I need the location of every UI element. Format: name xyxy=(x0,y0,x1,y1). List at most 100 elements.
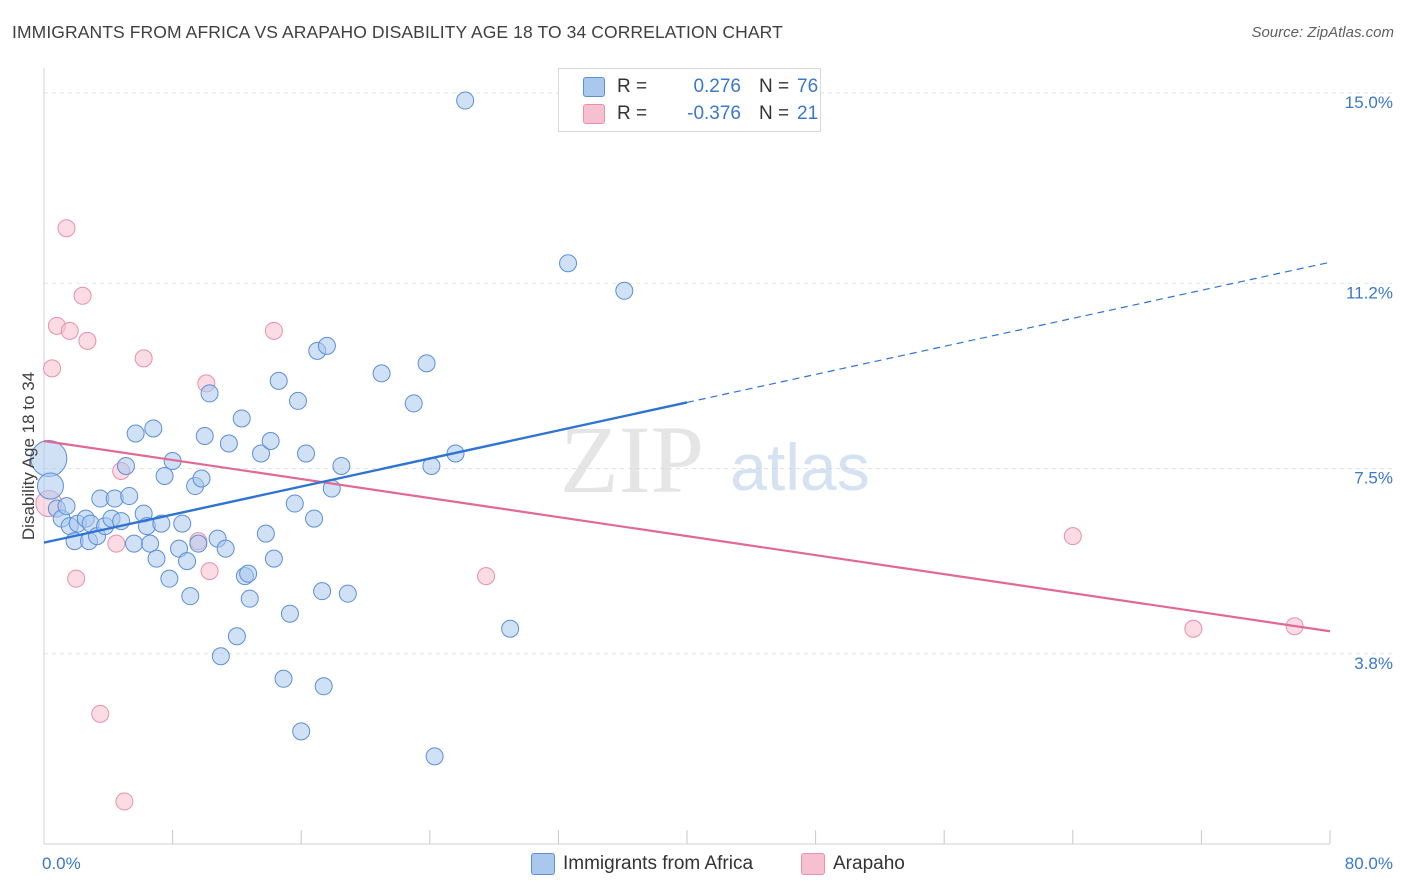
africa-point xyxy=(57,497,76,516)
africa-point xyxy=(125,534,144,553)
africa-point xyxy=(181,587,200,606)
arapaho-point xyxy=(134,349,153,368)
africa-point xyxy=(317,336,336,355)
africa-point xyxy=(280,604,299,623)
africa-point xyxy=(313,582,332,601)
arapaho-point xyxy=(67,569,86,588)
trend-line-arapaho xyxy=(43,439,1331,633)
arapaho-point xyxy=(107,534,126,553)
legend-label-arapaho: Arapaho xyxy=(833,853,905,874)
africa-point xyxy=(372,364,391,383)
africa-point xyxy=(456,91,475,110)
series-africa-points xyxy=(30,91,634,766)
africa-point xyxy=(292,722,311,741)
legend-swatch-arapaho xyxy=(583,104,605,124)
tick-labels: 3.8% 7.5% 11.2% 15.0% 0.0% 80.0% xyxy=(42,93,1393,873)
africa-point xyxy=(240,589,259,608)
legend-swatch-africa xyxy=(531,853,555,875)
legend-r-label: R = xyxy=(617,103,648,124)
africa-point xyxy=(305,509,324,528)
africa-point xyxy=(155,467,174,486)
x-tick-label: 80.0% xyxy=(1345,854,1393,873)
arapaho-point xyxy=(43,359,62,378)
legend-n-label: N = xyxy=(759,103,790,124)
africa-point xyxy=(297,444,316,463)
trend-line-africa xyxy=(43,401,688,544)
africa-point xyxy=(559,254,578,273)
watermark-atlas: atlas xyxy=(730,430,869,504)
africa-point xyxy=(147,549,166,568)
africa-point xyxy=(417,354,436,373)
y-tick-label: 15.0% xyxy=(1345,93,1393,112)
africa-point xyxy=(615,281,634,300)
legend-n-value: 76 xyxy=(797,76,819,97)
arapaho-point xyxy=(57,219,76,238)
y-tick-label: 7.5% xyxy=(1354,469,1393,488)
africa-point xyxy=(178,552,197,571)
y-tick-label: 3.8% xyxy=(1354,654,1393,673)
arapaho-point xyxy=(1184,619,1203,638)
africa-point xyxy=(173,514,192,533)
africa-point xyxy=(200,384,219,403)
africa-point xyxy=(269,371,288,390)
africa-point xyxy=(216,539,235,558)
africa-point xyxy=(211,647,230,666)
grid-lines xyxy=(44,92,1392,655)
africa-point xyxy=(227,627,246,646)
africa-point xyxy=(160,569,179,588)
africa-point xyxy=(404,394,423,413)
africa-point xyxy=(36,472,64,500)
arapaho-point xyxy=(91,704,110,723)
watermark-zip: ZIP xyxy=(560,406,704,513)
legend-r-value: -0.376 xyxy=(687,103,741,124)
series-arapaho-points xyxy=(35,219,1304,811)
africa-point xyxy=(195,426,214,445)
africa-point xyxy=(141,534,160,553)
africa-point xyxy=(288,391,307,410)
africa-point xyxy=(116,457,135,476)
africa-point xyxy=(219,434,238,453)
trend-line-africa-extension xyxy=(686,261,1331,404)
x-tick-label: 0.0% xyxy=(42,854,81,873)
africa-point xyxy=(120,487,139,506)
africa-point xyxy=(252,444,271,463)
africa-point xyxy=(338,584,357,603)
africa-point xyxy=(264,549,283,568)
legend-swatch-arapaho xyxy=(801,853,825,875)
africa-point xyxy=(232,409,251,428)
africa-point xyxy=(126,424,145,443)
arapaho-point xyxy=(1063,527,1082,546)
africa-point xyxy=(501,619,520,638)
africa-point xyxy=(274,669,293,688)
y-tick-label: 11.2% xyxy=(1346,283,1393,302)
legend-n-value: 21 xyxy=(797,103,819,124)
africa-point xyxy=(314,677,333,696)
legend-n-label: N = xyxy=(759,76,790,97)
arapaho-point xyxy=(78,331,97,350)
y-axis-label: Disability Age 18 to 34 xyxy=(19,372,38,540)
africa-point xyxy=(332,457,351,476)
watermark: ZIP atlas xyxy=(560,406,870,513)
chart-title: IMMIGRANTS FROM AFRICA VS ARAPAHO DISABI… xyxy=(12,22,783,42)
source-attribution: Source: ZipAtlas.com xyxy=(1251,24,1394,41)
arapaho-point xyxy=(200,562,219,581)
africa-point xyxy=(144,419,163,438)
africa-point xyxy=(152,514,171,533)
africa-point xyxy=(192,469,211,488)
africa-point xyxy=(256,524,275,543)
arapaho-point xyxy=(73,286,92,305)
arapaho-point xyxy=(264,321,283,340)
correlation-legend: R = 0.276 N = 76 R = -0.376 N = 21 xyxy=(558,68,821,132)
africa-point xyxy=(189,534,208,553)
arapaho-point xyxy=(60,321,79,340)
arapaho-point xyxy=(477,567,496,586)
africa-point xyxy=(285,494,304,513)
legend-label-africa: Immigrants from Africa xyxy=(563,853,754,874)
legend-r-label: R = xyxy=(617,76,648,97)
legend-r-value: 0.276 xyxy=(693,76,741,97)
africa-point xyxy=(261,431,280,450)
trend-lines xyxy=(43,261,1331,633)
africa-point xyxy=(425,747,444,766)
africa-point xyxy=(239,564,258,583)
